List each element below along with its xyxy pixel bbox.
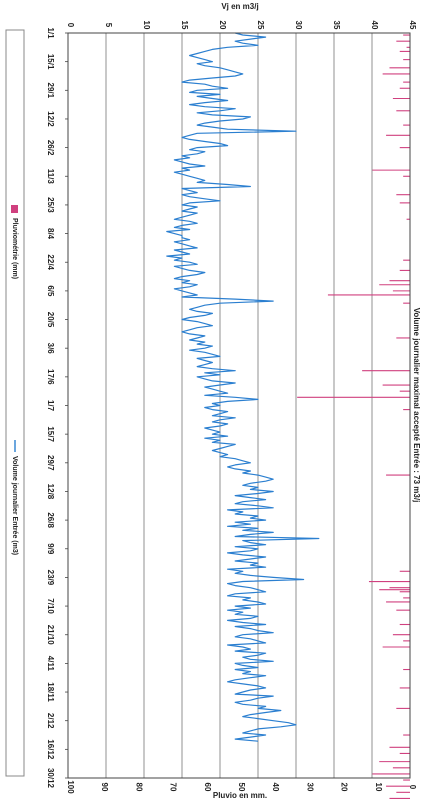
date-tick-label: 4/11 [46, 656, 55, 672]
top-axis-title: Vj en m3/j [221, 2, 258, 11]
rain-tick-label: 30 [305, 783, 314, 792]
volume-tick-label: 25 [256, 21, 265, 30]
date-tick-label: 2/12 [46, 713, 55, 729]
date-tick-label: 17/6 [46, 369, 55, 385]
date-tick-label: 7/10 [46, 598, 55, 614]
legend-swatch-rain [11, 205, 18, 213]
date-tick-label: 12/2 [46, 111, 55, 127]
legend: Pluviométrie (mm) Volume journalier Entr… [5, 29, 25, 777]
volume-axis-ticks: 0 5 10 15 20 25 30 35 40 45 [66, 21, 417, 30]
rain-axis-ticks: 100 90 80 70 60 50 40 30 20 10 0 [66, 780, 417, 794]
date-tick-label: 20/5 [46, 312, 55, 328]
date-tick-label: 29/7 [46, 455, 55, 471]
date-tick-label: 8/4 [46, 228, 55, 240]
date-tick-label: 12/8 [46, 484, 55, 500]
legend-box [5, 29, 25, 777]
date-tick-label: 3/6 [46, 343, 55, 355]
volume-tick-label: 10 [142, 21, 151, 30]
date-tick-label: 30/12 [46, 768, 55, 789]
volume-line [166, 32, 320, 742]
rain-tick-label: 50 [237, 783, 246, 792]
legend-label-volume: Volume journalier Entrée (m3) [11, 456, 18, 555]
volume-tick-label: 40 [370, 21, 379, 30]
rain-tick-label: 70 [169, 783, 178, 792]
date-tick-label: 26/2 [46, 140, 55, 156]
volume-tick-label: 35 [332, 21, 341, 30]
date-tick-label: 29/1 [46, 83, 55, 99]
legend-label-rain: Pluviométrie (mm) [11, 218, 18, 279]
volume-series [166, 32, 320, 742]
date-tick-label: 6/5 [46, 285, 55, 297]
date-tick-label: 25/3 [46, 197, 55, 213]
rain-tick-label: 40 [271, 783, 280, 792]
date-tick-label: 15/1 [46, 54, 55, 70]
rain-series [297, 34, 410, 800]
bottom-axis-title: Pluvio en mm. [213, 791, 267, 800]
volume-tick-label: 5 [104, 23, 113, 28]
plot-frame [67, 32, 411, 779]
rain-tick-label: 90 [100, 783, 109, 792]
date-tick-label: 1/1 [46, 27, 55, 39]
rain-tick-label: 0 [408, 785, 417, 790]
grid [67, 33, 411, 778]
date-tick-label: 18/11 [46, 682, 55, 702]
rain-tick-label: 80 [134, 783, 143, 792]
date-tick-label: 21/10 [46, 625, 55, 646]
rain-tick-label: 10 [374, 783, 383, 792]
volume-tick-label: 15 [180, 21, 189, 30]
date-tick-label: 1/7 [46, 400, 55, 412]
date-tick-label: 23/9 [46, 570, 55, 586]
date-tick-label: 26/8 [46, 512, 55, 528]
date-tick-label: 16/12 [46, 739, 55, 760]
date-tick-label: 15/7 [46, 426, 55, 442]
volume-tick-label: 45 [408, 21, 417, 30]
volume-tick-label: 0 [66, 23, 75, 28]
date-axis-ticks: 1/1 15/1 29/1 12/2 26/2 11/3 25/3 8/4 22/4 6/5 20/… [46, 27, 68, 789]
date-tick-label: 22/4 [46, 254, 55, 270]
rain-tick-label: 100 [66, 780, 75, 794]
rain-tick-label: 20 [340, 783, 349, 792]
date-tick-label: 9/9 [46, 543, 55, 555]
rain-tick-label: 60 [203, 783, 212, 792]
date-tick-label: 11/3 [46, 169, 55, 185]
max-volume-annotation: Volume journalier maximal accepté Entrée… [412, 308, 421, 503]
volume-tick-label: 20 [218, 21, 227, 30]
volume-tick-label: 30 [294, 21, 303, 30]
